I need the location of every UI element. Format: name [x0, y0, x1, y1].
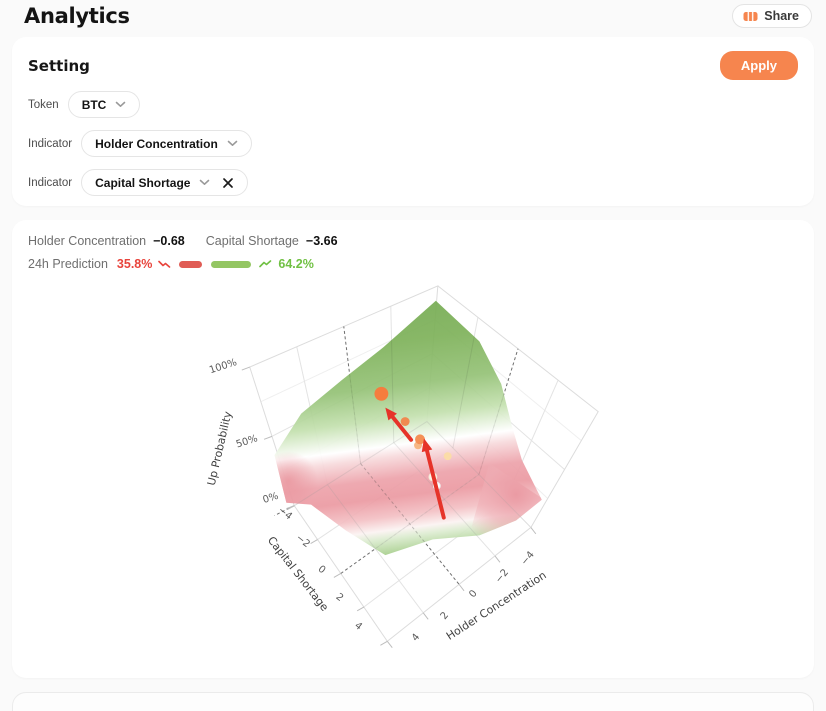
svg-text:2: 2	[334, 591, 346, 604]
svg-text:50%: 50%	[235, 433, 259, 450]
indicator-select-1[interactable]: Holder Concentration	[81, 130, 252, 157]
chevron-down-icon	[115, 101, 126, 108]
share-button[interactable]: Share	[732, 4, 812, 28]
direction-arrows	[385, 407, 446, 520]
svg-text:4: 4	[352, 620, 364, 633]
svg-text:0: 0	[467, 588, 479, 600]
token-select-value: BTC	[81, 97, 107, 112]
token-select[interactable]: BTC	[67, 91, 141, 118]
apply-button[interactable]: Apply	[719, 51, 798, 80]
probability-surface	[274, 300, 542, 556]
indicator2-metric-value: −3.66	[305, 234, 338, 248]
surface-3d-plot[interactable]: 0% 50% 100% −4 −2 0 2 4 4 2 0 −2 −4 Up P…	[190, 275, 650, 671]
chevron-down-icon	[227, 140, 238, 147]
svg-text:0: 0	[316, 564, 328, 577]
token-label: Token	[28, 98, 59, 111]
chart-card: Holder Concentration −0.68 Capital Short…	[12, 220, 814, 678]
prediction-label: 24h Prediction	[28, 257, 108, 271]
trend-up-icon	[259, 259, 272, 269]
indicator-label-2: Indicator	[28, 176, 73, 189]
prediction-up-bar	[211, 260, 252, 268]
indicator1-metric-value: −0.68	[153, 234, 185, 248]
z-axis-title: Up Probability	[205, 410, 235, 487]
svg-text:−4: −4	[519, 549, 537, 567]
indicator-row-2: Indicator Capital Shortage	[28, 169, 798, 196]
indicator2-metric-label: Capital Shortage	[205, 234, 299, 248]
next-section-card	[12, 692, 814, 711]
page-title: Analytics	[24, 4, 130, 28]
metrics-row: Holder Concentration −0.68 Capital Short…	[28, 234, 798, 248]
setting-card: Setting Apply Token BTC Indicator Holder…	[12, 37, 814, 206]
indicator-select-1-value: Holder Concentration	[95, 136, 218, 151]
svg-text:4: 4	[410, 632, 422, 644]
close-icon[interactable]	[222, 177, 234, 189]
prediction-down-bar	[179, 260, 203, 268]
indicator-label-1: Indicator	[28, 137, 73, 150]
prediction-up-pct: 64.2%	[278, 257, 314, 271]
page-header: Analytics Share	[0, 0, 826, 37]
ticket-icon	[743, 11, 758, 22]
svg-text:2: 2	[439, 610, 451, 622]
chevron-down-icon	[199, 179, 210, 186]
indicator-row-1: Indicator Holder Concentration	[28, 130, 798, 157]
prediction-down-pct: 35.8%	[116, 257, 153, 271]
prediction-row: 24h Prediction 35.8% 64.2%	[28, 257, 798, 271]
indicator-select-2[interactable]: Capital Shortage	[81, 169, 249, 196]
trend-down-icon	[158, 259, 171, 269]
setting-title: Setting	[28, 56, 90, 75]
indicator-select-2-value: Capital Shortage	[95, 175, 191, 190]
token-row: Token BTC	[28, 91, 798, 118]
svg-text:0%: 0%	[262, 491, 280, 506]
svg-text:100%: 100%	[208, 357, 238, 376]
share-button-label: Share	[764, 9, 799, 23]
svg-text:−2: −2	[294, 533, 312, 551]
svg-text:−2: −2	[493, 567, 511, 585]
indicator1-metric-label: Holder Concentration	[28, 234, 147, 248]
